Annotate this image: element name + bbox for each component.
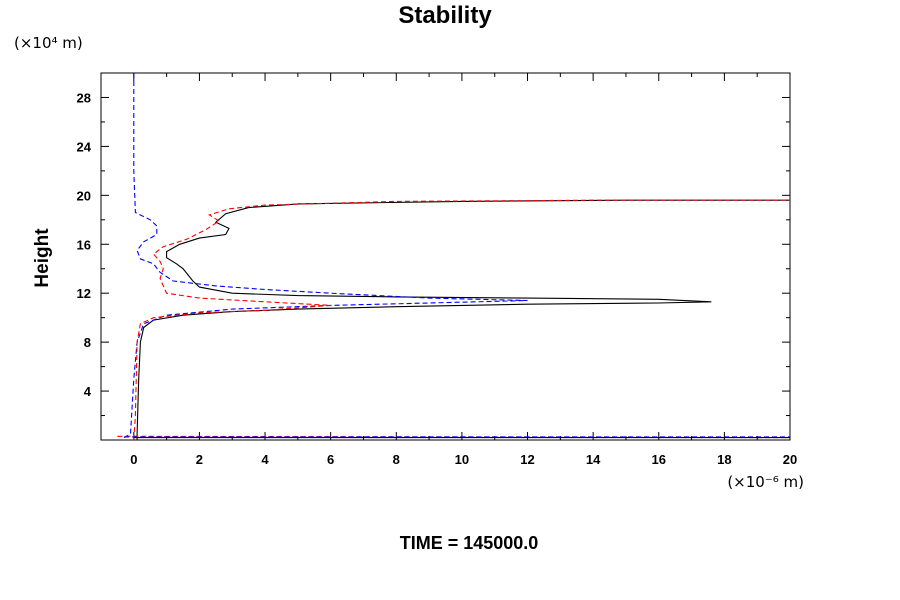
x-tick-label: 14 <box>586 452 601 467</box>
chart-title: Stability <box>398 2 492 29</box>
y-tick-label: 4 <box>84 384 92 399</box>
x-tick-label: 4 <box>261 452 269 467</box>
x-tick-label: 20 <box>783 452 797 467</box>
series-line-1 <box>123 73 528 439</box>
x-tick-label: 2 <box>196 452 203 467</box>
y-tick-label: 12 <box>77 286 91 301</box>
time-label: TIME = 145000.0 <box>400 533 539 553</box>
x-tick-label: 12 <box>520 452 534 467</box>
plot-frame <box>100 72 791 441</box>
x-tick-label: 18 <box>717 452 731 467</box>
x-tick-label: 0 <box>130 452 137 467</box>
x-tick-label: 10 <box>455 452 469 467</box>
x-tick-label: 8 <box>393 452 400 467</box>
series-line-0 <box>136 199 790 440</box>
y-tick-label: 16 <box>77 237 91 252</box>
y-tick-label: 24 <box>77 139 92 154</box>
y-tick-label: 28 <box>77 90 91 105</box>
y-axis-label: Height <box>32 228 53 288</box>
series-line-2 <box>133 199 790 440</box>
y-tick-label: 20 <box>77 188 91 203</box>
y-tick-label: 8 <box>84 335 91 350</box>
y-unit-label: (×10⁴ m) <box>14 34 83 52</box>
x-tick-label: 16 <box>652 452 666 467</box>
x-tick-label: 6 <box>327 452 334 467</box>
x-unit-label: (×10⁻⁶ m) <box>727 473 804 491</box>
